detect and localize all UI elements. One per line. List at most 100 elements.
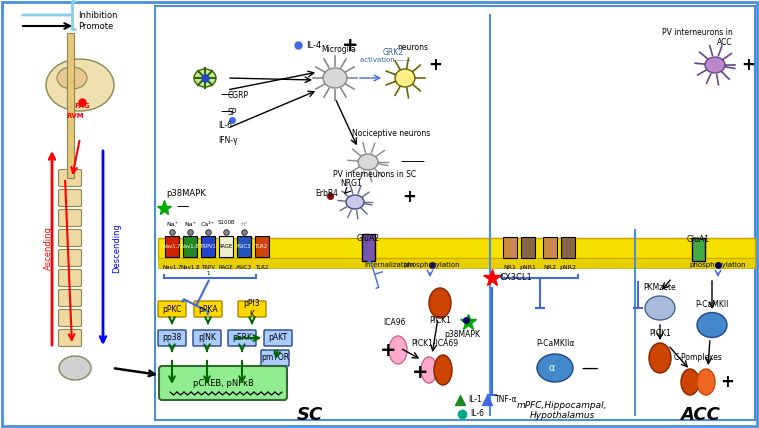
FancyBboxPatch shape (193, 330, 221, 346)
FancyBboxPatch shape (159, 366, 287, 400)
FancyBboxPatch shape (264, 330, 292, 346)
Text: S100B: S100B (217, 220, 235, 225)
Text: activation ——: activation —— (360, 57, 411, 63)
Text: Microglia: Microglia (321, 45, 356, 54)
Ellipse shape (649, 343, 671, 373)
Ellipse shape (389, 336, 407, 364)
Text: GluA2: GluA2 (357, 234, 380, 243)
Text: RVM: RVM (66, 113, 83, 119)
FancyBboxPatch shape (58, 209, 81, 226)
Bar (158, 238, 755, 258)
Text: CGRP: CGRP (228, 90, 249, 99)
FancyBboxPatch shape (58, 190, 81, 206)
Text: mPFC,Hippocampal,
Hypothalamus: mPFC,Hippocampal, Hypothalamus (517, 401, 607, 420)
Text: pPI3
K: pPI3 K (244, 299, 260, 319)
FancyBboxPatch shape (182, 235, 197, 256)
FancyBboxPatch shape (158, 330, 186, 346)
FancyBboxPatch shape (194, 301, 222, 317)
Text: IL-4: IL-4 (306, 41, 321, 50)
Text: Nav1.7: Nav1.7 (162, 244, 181, 249)
Text: TRPV1: TRPV1 (200, 244, 216, 249)
Text: +: + (428, 56, 442, 74)
Text: ACC: ACC (717, 38, 732, 47)
Text: ICA96: ICA96 (384, 318, 406, 327)
FancyBboxPatch shape (165, 235, 178, 256)
Text: pERK: pERK (232, 333, 252, 342)
FancyBboxPatch shape (58, 309, 81, 327)
Ellipse shape (323, 68, 347, 88)
Text: p38MAPK: p38MAPK (166, 189, 206, 198)
Ellipse shape (429, 288, 451, 318)
FancyBboxPatch shape (261, 350, 289, 366)
Text: —: — (220, 105, 232, 119)
FancyBboxPatch shape (543, 237, 556, 258)
Text: pmTOR: pmTOR (261, 354, 289, 363)
Text: RAGE: RAGE (219, 265, 233, 270)
Text: Na⁺: Na⁺ (166, 222, 178, 227)
Text: +: + (402, 188, 416, 206)
Text: +: + (741, 56, 755, 74)
Text: ErbB4: ErbB4 (315, 189, 338, 198)
Ellipse shape (697, 369, 715, 395)
FancyBboxPatch shape (58, 229, 81, 247)
FancyBboxPatch shape (58, 250, 81, 267)
Text: IL-1: IL-1 (468, 395, 482, 404)
Text: Promote: Promote (78, 21, 113, 30)
Text: ACC: ACC (680, 406, 720, 424)
Text: neurons: neurons (397, 43, 428, 52)
Ellipse shape (57, 67, 87, 89)
Text: —: — (220, 89, 232, 101)
Text: H⁺: H⁺ (240, 222, 248, 227)
Text: Ascending: Ascending (44, 226, 53, 270)
FancyBboxPatch shape (58, 330, 81, 347)
Text: CX3CL1: CX3CL1 (500, 273, 533, 282)
Ellipse shape (697, 312, 727, 338)
Ellipse shape (395, 69, 415, 87)
Text: TRPV
1: TRPV 1 (201, 265, 215, 276)
Text: IL-6: IL-6 (218, 121, 232, 130)
Text: Na⁺: Na⁺ (184, 222, 196, 227)
Text: pAKT: pAKT (269, 333, 288, 342)
Text: ——: —— (400, 155, 425, 169)
Ellipse shape (537, 354, 573, 382)
Text: Descending: Descending (112, 223, 121, 273)
Text: IFN-γ: IFN-γ (218, 136, 238, 145)
Text: NR1: NR1 (503, 265, 516, 270)
Text: pCREB, pNFκB: pCREB, pNFκB (193, 378, 254, 387)
FancyBboxPatch shape (237, 235, 250, 256)
Text: Nav1.8: Nav1.8 (180, 265, 200, 270)
Text: SP: SP (228, 107, 238, 116)
Text: pJNK: pJNK (198, 333, 216, 342)
Text: +: + (720, 373, 734, 391)
Text: C-Pomplexes: C-Pomplexes (673, 353, 723, 362)
Text: pNR1: pNR1 (520, 265, 537, 270)
Text: —: — (176, 200, 188, 214)
Ellipse shape (346, 195, 364, 209)
Text: NR2: NR2 (543, 265, 556, 270)
Text: SC: SC (297, 406, 323, 424)
Text: PAG: PAG (74, 103, 90, 109)
Text: +: + (342, 36, 358, 54)
Bar (67, 33, 74, 178)
Ellipse shape (194, 69, 216, 87)
Text: TLR2: TLR2 (256, 244, 269, 249)
FancyBboxPatch shape (560, 237, 575, 258)
Text: PICK1: PICK1 (649, 329, 671, 338)
Text: P-CaMKII: P-CaMKII (695, 300, 729, 309)
Text: Nav1.8: Nav1.8 (181, 244, 200, 249)
Ellipse shape (59, 356, 91, 380)
Ellipse shape (46, 59, 114, 111)
Text: ASIC3: ASIC3 (236, 244, 252, 249)
FancyBboxPatch shape (238, 301, 266, 317)
FancyBboxPatch shape (502, 237, 517, 258)
Text: RAGE: RAGE (219, 244, 233, 249)
Text: PV interneurons in: PV interneurons in (662, 28, 732, 37)
Text: PV interneurons in SC: PV interneurons in SC (333, 170, 416, 179)
Text: TNF-α: TNF-α (495, 395, 518, 404)
Ellipse shape (421, 357, 437, 383)
Text: pPKA: pPKA (198, 304, 218, 313)
Text: —: — (581, 359, 597, 377)
Text: GluA1: GluA1 (686, 235, 710, 244)
Text: NRG1: NRG1 (340, 179, 362, 188)
Text: Nociceptive neurons: Nociceptive neurons (352, 129, 430, 138)
